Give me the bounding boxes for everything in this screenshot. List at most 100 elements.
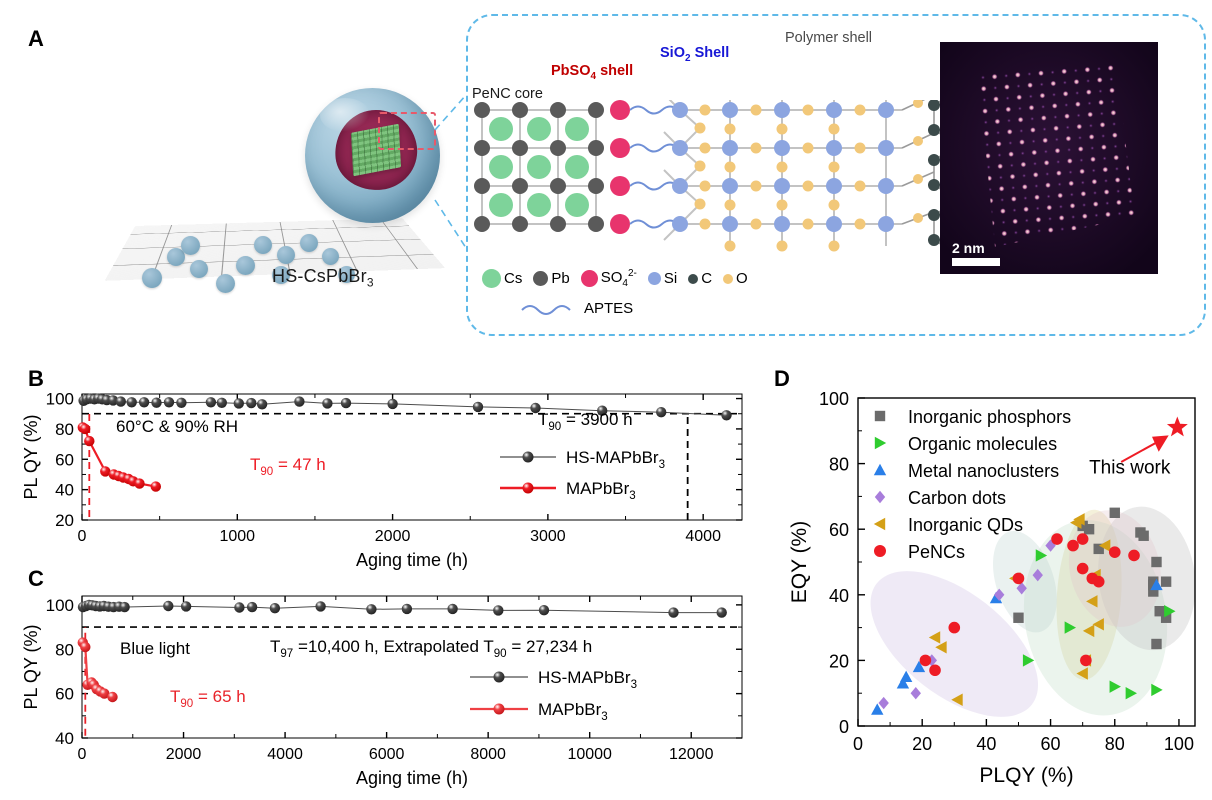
x-tick-label: 4000 xyxy=(267,746,303,763)
data-point-pencs xyxy=(1067,539,1079,552)
data-point xyxy=(233,398,244,409)
t97-annotation: T97 =10,400 h, Extrapolated T90 = 27,234… xyxy=(270,637,592,660)
legend-marker-carbon-dots xyxy=(874,490,886,504)
tem-scale-bar xyxy=(952,258,1000,266)
legend-label-ref: MAPbBr3 xyxy=(566,479,636,502)
data-point-metal-nanoclusters xyxy=(912,660,926,673)
pe-nanoparticle-dot xyxy=(216,274,235,293)
legend-marker-ref xyxy=(522,482,534,494)
pe-nanoparticle-dot xyxy=(142,268,162,288)
x-tick-label: 0 xyxy=(78,528,87,545)
legend-marker-hs xyxy=(522,451,534,463)
penc-core-label-text: PeNC core xyxy=(472,86,543,102)
data-point xyxy=(538,605,550,616)
atom-legend: Cs Pb SO42- Si C O xyxy=(482,268,756,289)
y-tick-label: 80 xyxy=(55,640,74,659)
y-tick-label: 0 xyxy=(839,717,849,737)
data-point xyxy=(150,481,161,492)
so4-label: SO42- xyxy=(601,268,637,289)
data-point-inorganic-phosphors xyxy=(1013,612,1024,623)
legend-marker-ref xyxy=(493,703,505,715)
data-point-inorganic-qds xyxy=(1076,667,1088,680)
pe-nanoparticle-dot xyxy=(277,246,295,264)
c-label: C xyxy=(701,270,713,287)
data-point xyxy=(315,601,326,612)
data-point xyxy=(322,398,333,409)
t90-hs-annotation: T90 = 3900 h xyxy=(538,410,633,433)
panel-a-letter: A xyxy=(28,26,44,51)
data-point-pencs xyxy=(1108,546,1121,558)
sio2-shell-label: SiO2 Shell xyxy=(660,45,729,64)
data-point xyxy=(119,601,130,613)
x-tick-label: 60 xyxy=(1041,734,1061,754)
x-tick-label: 0 xyxy=(78,746,87,763)
y-tick-label: 40 xyxy=(55,729,74,748)
condition-note: Blue light xyxy=(120,639,190,658)
y-tick-label: 20 xyxy=(55,511,74,530)
y-tick-label: 40 xyxy=(829,586,849,606)
pe-nanoparticle-dot xyxy=(181,236,200,255)
pbso4-sub: 4 xyxy=(590,70,597,82)
aptes-label: APTES xyxy=(584,300,634,317)
penc-core-label: PeNC core xyxy=(472,86,543,102)
data-point xyxy=(656,407,667,418)
data-point xyxy=(530,402,541,414)
pe-nanoparticle-dot xyxy=(300,234,318,252)
zoom-region-box xyxy=(378,112,436,150)
data-point-inorganic-phosphors xyxy=(1160,612,1172,623)
data-point xyxy=(99,688,110,699)
this-work-label: This work xyxy=(1089,457,1171,478)
data-point xyxy=(216,397,227,408)
pe-nanoparticle-dot xyxy=(254,236,272,254)
hrtem-lattice-render xyxy=(940,42,1158,274)
x-tick-label: 2000 xyxy=(375,528,411,545)
data-point-pencs xyxy=(1128,549,1140,562)
sio2-sub: 2 xyxy=(684,52,691,64)
data-point xyxy=(115,396,127,407)
y-axis-label: PL QY (%) xyxy=(21,624,41,709)
pbso4-shell-label: PbSO4 shell xyxy=(551,63,633,82)
data-point-inorganic-phosphors xyxy=(1154,606,1165,617)
data-point xyxy=(126,397,137,408)
data-point xyxy=(493,605,504,616)
x-tick-label: 3000 xyxy=(530,528,566,545)
data-point-organic-molecules xyxy=(1109,680,1121,693)
data-point xyxy=(246,397,257,409)
pe-nanoparticle-dot xyxy=(236,256,255,275)
data-point-metal-nanoclusters xyxy=(1150,578,1163,591)
data-point-inorganic-qds xyxy=(1082,624,1095,638)
data-point xyxy=(340,397,352,409)
t90-ref-annotation: T90 = 65 h xyxy=(170,687,246,710)
legend-label-metal-nanoclusters: Metal nanoclusters xyxy=(908,461,1059,481)
data-point-carbon-dots xyxy=(878,696,889,710)
y-tick-label: 60 xyxy=(829,520,849,540)
x-tick-label: 12000 xyxy=(669,746,714,763)
y-tick-label: 40 xyxy=(55,481,74,500)
cs-label: Cs xyxy=(504,270,523,287)
data-point-inorganic-qds xyxy=(1092,618,1104,631)
legend-label-hs: HS-MAPbBr3 xyxy=(566,448,665,471)
data-point-pencs xyxy=(1051,533,1063,545)
data-point-metal-nanoclusters xyxy=(871,703,884,715)
legend-label-pencs: PeNCs xyxy=(908,542,965,562)
data-point xyxy=(256,399,268,410)
polymer-shell-label-text: Polymer shell xyxy=(785,30,873,46)
data-point xyxy=(151,397,162,408)
data-point-organic-molecules xyxy=(1022,654,1035,667)
x-axis-label: Aging time (h) xyxy=(356,768,468,788)
y-tick-label: 80 xyxy=(829,455,849,475)
aptes-squiggle-icon xyxy=(521,304,571,315)
x-tick-label: 2000 xyxy=(166,746,202,763)
y-axis-label: PL QY (%) xyxy=(21,414,41,499)
hs-cspbbr3-illustration: HS-CsPbBr3 xyxy=(104,70,480,320)
data-point xyxy=(100,466,111,477)
legend-label-carbon-dots: Carbon dots xyxy=(908,488,1006,508)
sio2-pre: SiO xyxy=(660,45,685,61)
panel-b-chart: 0 1000 2000 3000 4000 20 40 60 80 100 Aging time (… xyxy=(21,390,743,570)
pbso4-post: shell xyxy=(596,63,634,79)
data-point xyxy=(401,603,413,615)
this-work-star-marker xyxy=(1166,416,1188,437)
data-point xyxy=(246,601,258,613)
c-swatch xyxy=(688,273,699,284)
pe-nanoparticle-dot xyxy=(272,266,290,284)
